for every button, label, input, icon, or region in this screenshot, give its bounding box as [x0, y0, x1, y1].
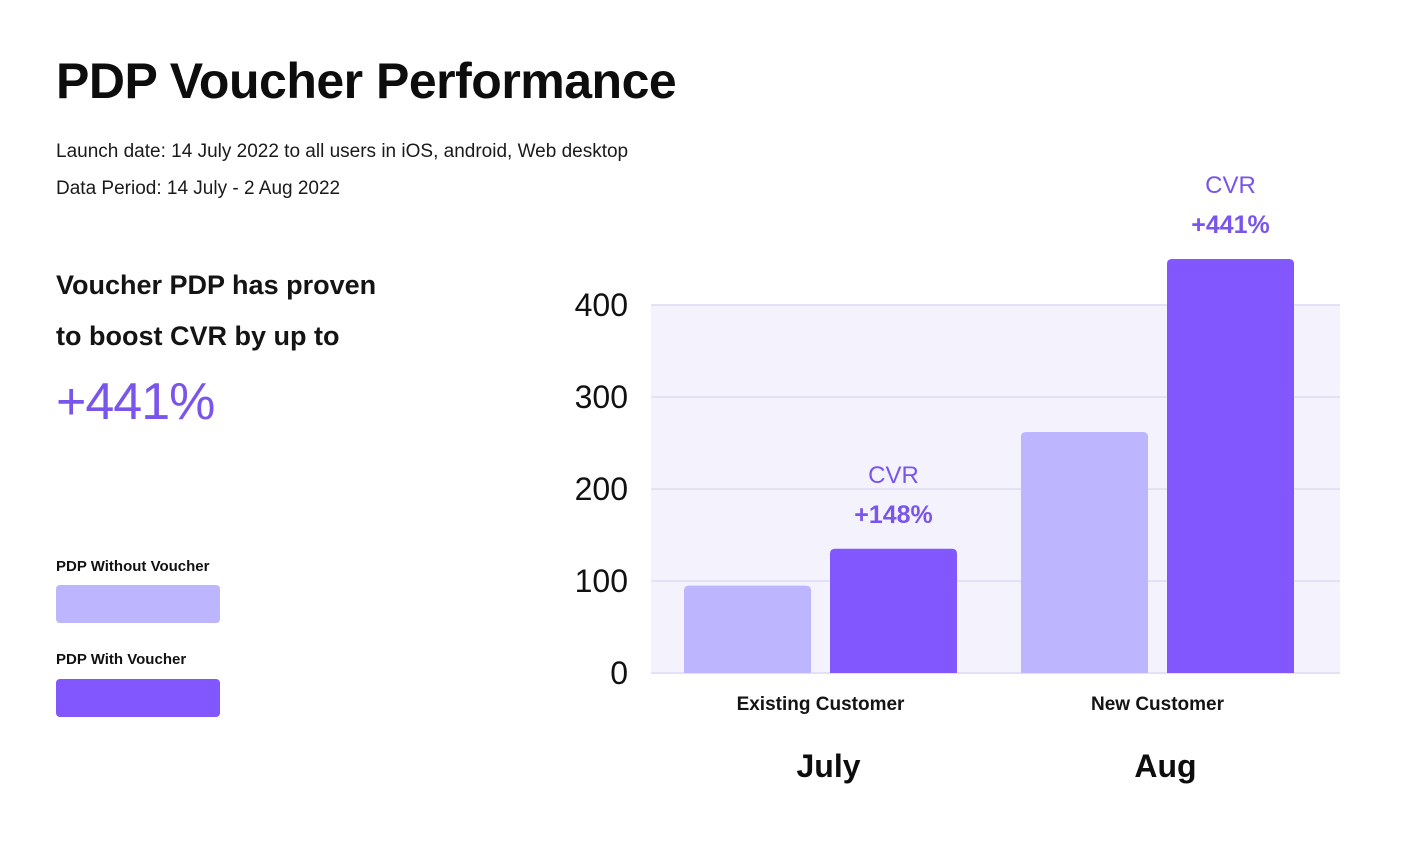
y-tick-label-200: 200 [575, 471, 628, 507]
data-period-text: Data Period: 14 July - 2 Aug 2022 [56, 178, 341, 199]
highlight-value: +441% [56, 373, 215, 431]
bar-new-customer-with-voucher [1167, 259, 1294, 673]
y-tick-label-400: 400 [575, 287, 628, 323]
claim-line-1: Voucher PDP has proven [56, 270, 377, 300]
y-tick-label-300: 300 [575, 379, 628, 415]
launch-date-text: Launch date: 14 July 2022 to all users i… [56, 141, 629, 162]
claim-line-2: to boost CVR by up to [56, 321, 340, 351]
annotation-cvr-value-1: +441% [1191, 211, 1270, 239]
legend-label-with-voucher: PDP With Voucher [56, 651, 187, 668]
legend-swatch-without-voucher [56, 585, 220, 623]
y-tick-label-100: 100 [575, 563, 628, 599]
legend-swatch-with-voucher [56, 679, 220, 717]
annotation-cvr-value-0: +148% [854, 501, 933, 529]
group-label-july: July [796, 748, 860, 784]
x-tick-label-existing-customer: Existing Customer [737, 694, 905, 715]
annotation-cvr-label-1: CVR [1205, 172, 1256, 199]
x-tick-label-new-customer: New Customer [1091, 694, 1225, 715]
bar-existing-customer-without-voucher [684, 585, 811, 673]
legend-label-without-voucher: PDP Without Voucher [56, 558, 210, 575]
annotation-cvr-label-0: CVR [868, 462, 919, 489]
page-title: PDP Voucher Performance [56, 53, 677, 109]
y-tick-label-0: 0 [610, 655, 628, 691]
highlight-claim: Voucher PDP has proven to boost CVR by u… [56, 260, 476, 362]
bar-new-customer-without-voucher [1021, 431, 1148, 673]
group-label-aug: Aug [1134, 748, 1196, 784]
bar-existing-customer-with-voucher [830, 548, 957, 673]
